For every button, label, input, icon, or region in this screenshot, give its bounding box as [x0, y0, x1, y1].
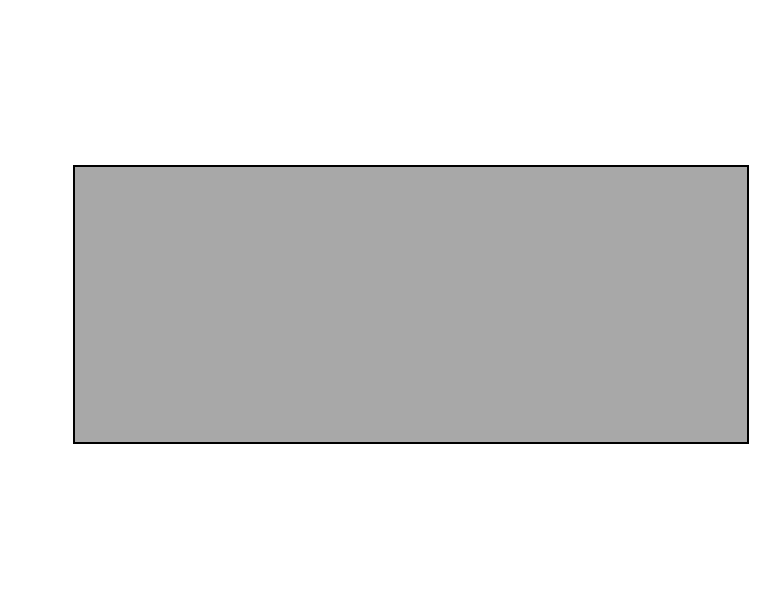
x-axis — [73, 442, 749, 472]
precipitation-raster — [75, 167, 747, 442]
map-plot-area — [73, 165, 749, 444]
y-axis — [0, 165, 68, 440]
colorbar — [0, 515, 784, 575]
colorbar-swatches — [0, 515, 784, 545]
